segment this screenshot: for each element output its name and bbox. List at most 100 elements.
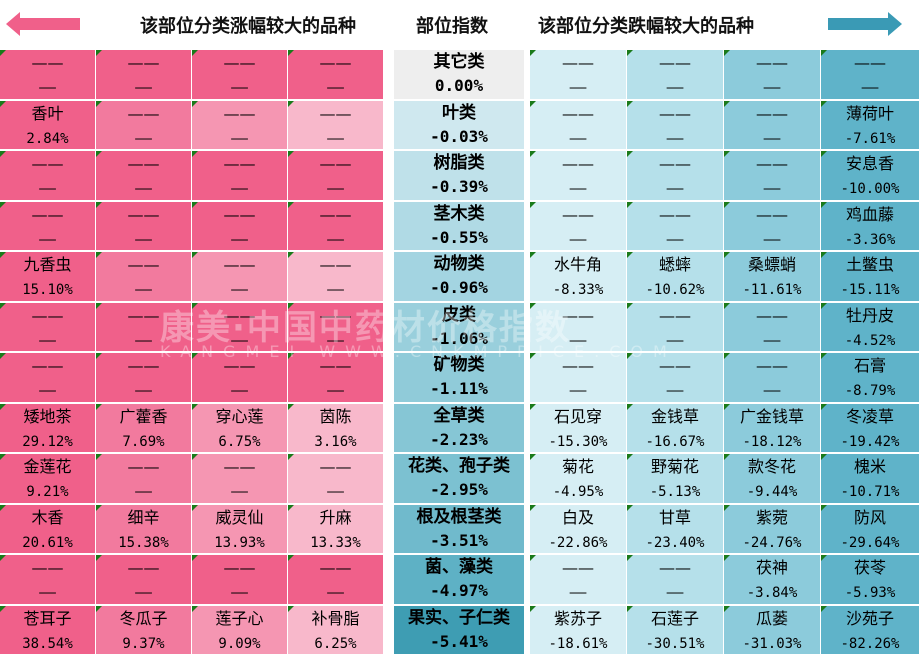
gainer-cell: —— —— bbox=[0, 50, 95, 99]
loser-name: 水牛角 bbox=[553, 255, 602, 274]
comment-marker-icon bbox=[96, 50, 102, 56]
comment-marker-icon bbox=[530, 454, 536, 460]
gainer-value: —— bbox=[327, 333, 344, 349]
loser-name: 甘草 bbox=[658, 508, 691, 527]
category-name: 皮类 bbox=[442, 305, 476, 325]
gainer-name: 茵陈 bbox=[319, 407, 352, 426]
comment-marker-icon bbox=[724, 303, 730, 309]
loser-cell: 广金钱草 -18.12% bbox=[724, 404, 820, 452]
gainer-name: —— bbox=[127, 457, 160, 476]
loser-value: —— bbox=[666, 232, 684, 248]
comment-marker-icon bbox=[96, 404, 102, 410]
loser-name: 冬凌草 bbox=[845, 407, 894, 426]
comment-marker-icon bbox=[192, 101, 198, 107]
category-index-value: -0.96% bbox=[430, 278, 488, 297]
gainer-value: —— bbox=[327, 232, 344, 248]
comment-marker-icon bbox=[0, 555, 6, 561]
category-index-cell: 树脂类 -0.39% bbox=[394, 151, 524, 200]
gainer-value: —— bbox=[231, 131, 248, 147]
gainer-cell: 广藿香 7.69% bbox=[96, 404, 191, 452]
gainer-name: —— bbox=[127, 558, 160, 577]
comment-marker-icon bbox=[96, 606, 102, 612]
gainer-value: —— bbox=[231, 383, 248, 399]
comment-marker-icon bbox=[96, 555, 102, 561]
loser-value: —— bbox=[569, 80, 587, 96]
gainer-value: —— bbox=[231, 585, 248, 601]
loser-value: —— bbox=[569, 232, 587, 248]
comment-marker-icon bbox=[724, 353, 730, 359]
category-name: 其它类 bbox=[433, 52, 485, 72]
loser-cell: —— —— bbox=[530, 101, 626, 149]
loser-value: -30.51% bbox=[645, 636, 705, 652]
gainer-value: 6.25% bbox=[314, 636, 357, 652]
gainer-value: —— bbox=[135, 585, 152, 601]
gainer-cell: 香叶 2.84% bbox=[0, 101, 95, 149]
left-arrow-icon bbox=[6, 12, 80, 36]
loser-cell: 冬凌草 -19.42% bbox=[821, 404, 919, 452]
loser-value: -22.86% bbox=[548, 535, 608, 551]
loser-name: 白及 bbox=[561, 508, 594, 527]
loser-name: —— bbox=[562, 205, 594, 224]
loser-cell: 石膏 -8.79% bbox=[821, 353, 919, 402]
comment-marker-icon bbox=[724, 606, 730, 612]
gainer-cell: —— —— bbox=[192, 454, 287, 503]
comment-marker-icon bbox=[192, 353, 198, 359]
comment-marker-icon bbox=[724, 202, 730, 208]
category-index-value: -3.51% bbox=[430, 531, 488, 550]
loser-name: —— bbox=[756, 306, 788, 325]
comment-marker-icon bbox=[530, 404, 536, 410]
loser-value: —— bbox=[569, 181, 587, 197]
category-name: 根及根茎类 bbox=[416, 507, 502, 527]
gainer-value: 9.21% bbox=[26, 484, 69, 500]
gainer-name: 穿心莲 bbox=[215, 407, 264, 426]
comment-marker-icon bbox=[627, 101, 633, 107]
loser-value: -18.61% bbox=[548, 636, 608, 652]
gainer-value: —— bbox=[39, 585, 56, 601]
loser-value: -82.26% bbox=[840, 636, 900, 652]
comment-marker-icon bbox=[96, 353, 102, 359]
loser-value: —— bbox=[763, 181, 781, 197]
gainer-value: —— bbox=[231, 282, 248, 298]
comment-marker-icon bbox=[96, 101, 102, 107]
loser-value: -5.93% bbox=[844, 585, 896, 601]
gainer-name: —— bbox=[31, 558, 64, 577]
comment-marker-icon bbox=[0, 404, 6, 410]
loser-name: 牡丹皮 bbox=[845, 306, 894, 325]
category-index-cell: 菌、藻类 -4.97% bbox=[394, 555, 524, 604]
gainer-value: 9.09% bbox=[218, 636, 261, 652]
gainer-cell: —— —— bbox=[288, 151, 383, 200]
category-name: 果实、子仁类 bbox=[408, 608, 510, 628]
loser-name: 土鳖虫 bbox=[845, 255, 894, 274]
gainer-name: —— bbox=[319, 53, 352, 72]
comment-marker-icon bbox=[821, 252, 827, 258]
comment-marker-icon bbox=[288, 505, 294, 511]
loser-value: —— bbox=[569, 585, 587, 601]
comment-marker-icon bbox=[627, 555, 633, 561]
loser-value: —— bbox=[763, 232, 781, 248]
loser-cell: —— —— bbox=[530, 50, 626, 99]
loser-cell: 甘草 -23.40% bbox=[627, 505, 723, 553]
comment-marker-icon bbox=[627, 303, 633, 309]
comment-marker-icon bbox=[288, 404, 294, 410]
gainer-name: —— bbox=[223, 306, 256, 325]
gainer-cell: —— —— bbox=[192, 101, 287, 149]
gainer-cell: 冬瓜子 9.37% bbox=[96, 606, 191, 654]
comment-marker-icon bbox=[724, 555, 730, 561]
category-index-value: -2.95% bbox=[430, 480, 488, 499]
comment-marker-icon bbox=[96, 252, 102, 258]
gainer-cell: 茵陈 3.16% bbox=[288, 404, 383, 452]
gainer-cell: —— —— bbox=[0, 555, 95, 604]
loser-cell: 茯苓 -5.93% bbox=[821, 555, 919, 604]
gainer-name: 威灵仙 bbox=[215, 508, 264, 527]
gainer-cell: —— —— bbox=[96, 50, 191, 99]
gainer-value: —— bbox=[135, 131, 152, 147]
loser-cell: —— —— bbox=[530, 555, 626, 604]
gainer-value: 15.10% bbox=[22, 282, 73, 298]
loser-name: 蟋蟀 bbox=[658, 255, 691, 274]
loser-cell: 牡丹皮 -4.52% bbox=[821, 303, 919, 351]
gainer-value: —— bbox=[135, 484, 152, 500]
loser-value: -18.12% bbox=[742, 434, 802, 450]
loser-name: 紫菀 bbox=[755, 508, 788, 527]
loser-name: 瓜蒌 bbox=[755, 609, 788, 628]
comment-marker-icon bbox=[0, 50, 6, 56]
